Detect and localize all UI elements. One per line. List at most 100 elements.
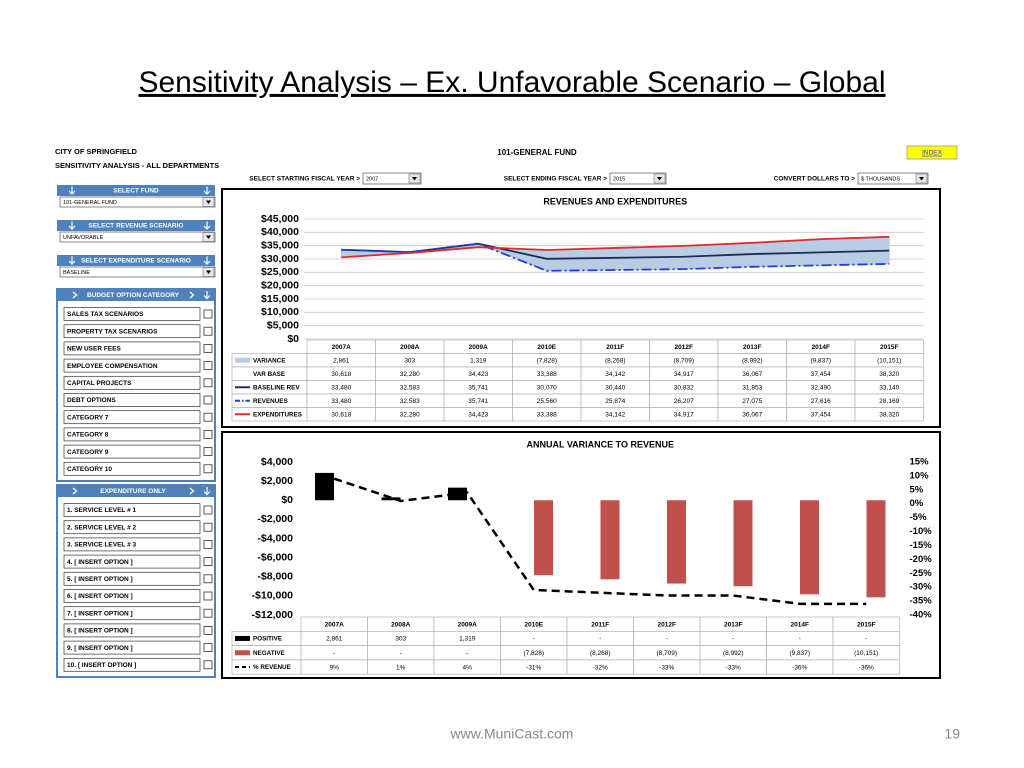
data-label: - [533, 636, 535, 643]
option-label: EMPLOYEE COMPENSATION [67, 363, 158, 370]
selector-box[interactable] [609, 172, 667, 185]
y-tick-label: $5,000 [267, 319, 299, 331]
y-tick-label: $40,000 [261, 226, 299, 238]
option-box [63, 589, 201, 603]
option-checkbox[interactable] [203, 660, 213, 670]
dropdown-value: UNFAVORABLE [63, 235, 104, 241]
option-checkbox[interactable] [203, 574, 213, 584]
data-label: 33,140 [879, 384, 899, 391]
data-label: 37,454 [811, 371, 831, 378]
group-header-label: EXPENDITURE ONLY [100, 488, 166, 495]
legend-swatch [235, 650, 250, 656]
data-label: 28,169 [879, 398, 899, 405]
x-tick-label: 2012F [675, 344, 693, 351]
selector-box[interactable] [362, 172, 422, 185]
dropdown-header [57, 185, 215, 196]
y-tick-label: $30,000 [261, 253, 299, 265]
option-label: 7. [ INSERT OPTION ] [67, 610, 133, 617]
bar [381, 497, 401, 501]
data-label: 30,618 [331, 371, 351, 378]
data-label: (8,709) [656, 650, 677, 657]
table-cell [832, 659, 900, 675]
index-button[interactable] [906, 145, 958, 160]
data-label: 25,874 [605, 398, 625, 405]
option-checkbox[interactable] [203, 626, 213, 635]
option-checkbox[interactable] [203, 591, 213, 601]
option-checkbox[interactable] [203, 505, 213, 515]
x-tick-label: 2010E [537, 344, 556, 351]
y-tick-label: $10,000 [261, 306, 299, 318]
option-box [63, 324, 201, 339]
dropdown-box[interactable] [59, 231, 216, 243]
arrow-icon [203, 487, 211, 496]
dropdown-triangle [206, 270, 211, 274]
series-line [341, 235, 890, 259]
option-checkbox[interactable] [203, 464, 213, 474]
option-label: 6. [ INSERT OPTION ] [67, 593, 133, 600]
option-label: CATEGORY 7 [67, 414, 109, 421]
selector-label: SELECT ENDING FISCAL YEAR > [504, 176, 607, 183]
data-label: 2,861 [326, 636, 343, 643]
x-tick-label: 2011F [606, 344, 624, 351]
chart-title: ANNUAL VARIANCE TO REVENUE [526, 439, 674, 449]
option-checkbox[interactable] [203, 395, 213, 405]
y2-tick-label: 10% [910, 470, 930, 481]
data-label: (10,151) [854, 650, 878, 657]
data-label: 34,142 [605, 411, 625, 418]
bar [315, 472, 334, 501]
dropdown-box[interactable] [59, 196, 216, 208]
option-checkbox[interactable] [203, 608, 213, 618]
option-checkbox[interactable] [203, 361, 213, 371]
data-label: 30,070 [537, 384, 557, 391]
option-label: CATEGORY 10 [67, 466, 112, 473]
option-checkbox[interactable] [203, 412, 213, 422]
bar [600, 500, 620, 580]
selector-value: $ THOUSANDS [861, 176, 900, 182]
option-checkbox[interactable] [203, 378, 213, 388]
org-name: CITY OF SPRINGFIELD [55, 147, 138, 156]
option-label: DEBT OPTIONS [67, 397, 116, 404]
chevron-icon [72, 291, 78, 299]
group-header-label: BUDGET OPTION CATEGORY [87, 292, 180, 299]
y-tick-label: -$12,000 [252, 609, 294, 621]
option-box [63, 623, 201, 638]
option-checkbox[interactable] [203, 343, 213, 353]
data-label: 4% [463, 664, 473, 671]
option-checkbox[interactable] [203, 643, 213, 652]
y-tick-label: -$6,000 [257, 551, 293, 563]
option-box [63, 358, 201, 373]
arrow-icon [203, 291, 211, 300]
dropdown-header-label: SELECT REVENUE SCENARIO [89, 223, 184, 230]
selector-box[interactable] [857, 172, 929, 185]
option-box [63, 444, 201, 459]
dropdown-box[interactable] [59, 266, 216, 278]
option-box [63, 503, 201, 517]
footer-url: www.MuniCast.com [450, 726, 574, 742]
y2-tick-label: -20% [910, 554, 933, 565]
slide-title: Sensitivity Analysis – Ex. Unfavorable S… [138, 66, 885, 99]
table-cell [854, 407, 924, 422]
option-checkbox[interactable] [203, 309, 213, 319]
data-label: -31% [526, 664, 541, 671]
option-checkbox[interactable] [203, 540, 213, 549]
option-checkbox[interactable] [203, 522, 213, 532]
arrow-icon [68, 256, 76, 265]
option-checkbox[interactable] [203, 429, 213, 439]
data-label: (7,828) [536, 357, 557, 364]
dropdown-header-label: SELECT EXPENDITURE SCENARIO [81, 258, 191, 265]
option-label: 5. [ INSERT OPTION ] [67, 576, 133, 583]
x-tick-label: 2009A [469, 344, 488, 351]
option-checkbox[interactable] [203, 557, 213, 566]
option-checkbox[interactable] [203, 447, 213, 457]
dropdown-header [57, 255, 215, 266]
data-label: 34,142 [605, 371, 625, 378]
series-line [333, 477, 867, 606]
option-label: 9. [ INSERT OPTION ] [67, 645, 133, 652]
bar [448, 487, 467, 501]
dropdown-triangle [206, 200, 211, 204]
legend-label: VAR BASE [253, 371, 285, 378]
option-checkbox[interactable] [203, 326, 213, 336]
data-label: - [865, 636, 867, 643]
option-box [63, 410, 201, 425]
